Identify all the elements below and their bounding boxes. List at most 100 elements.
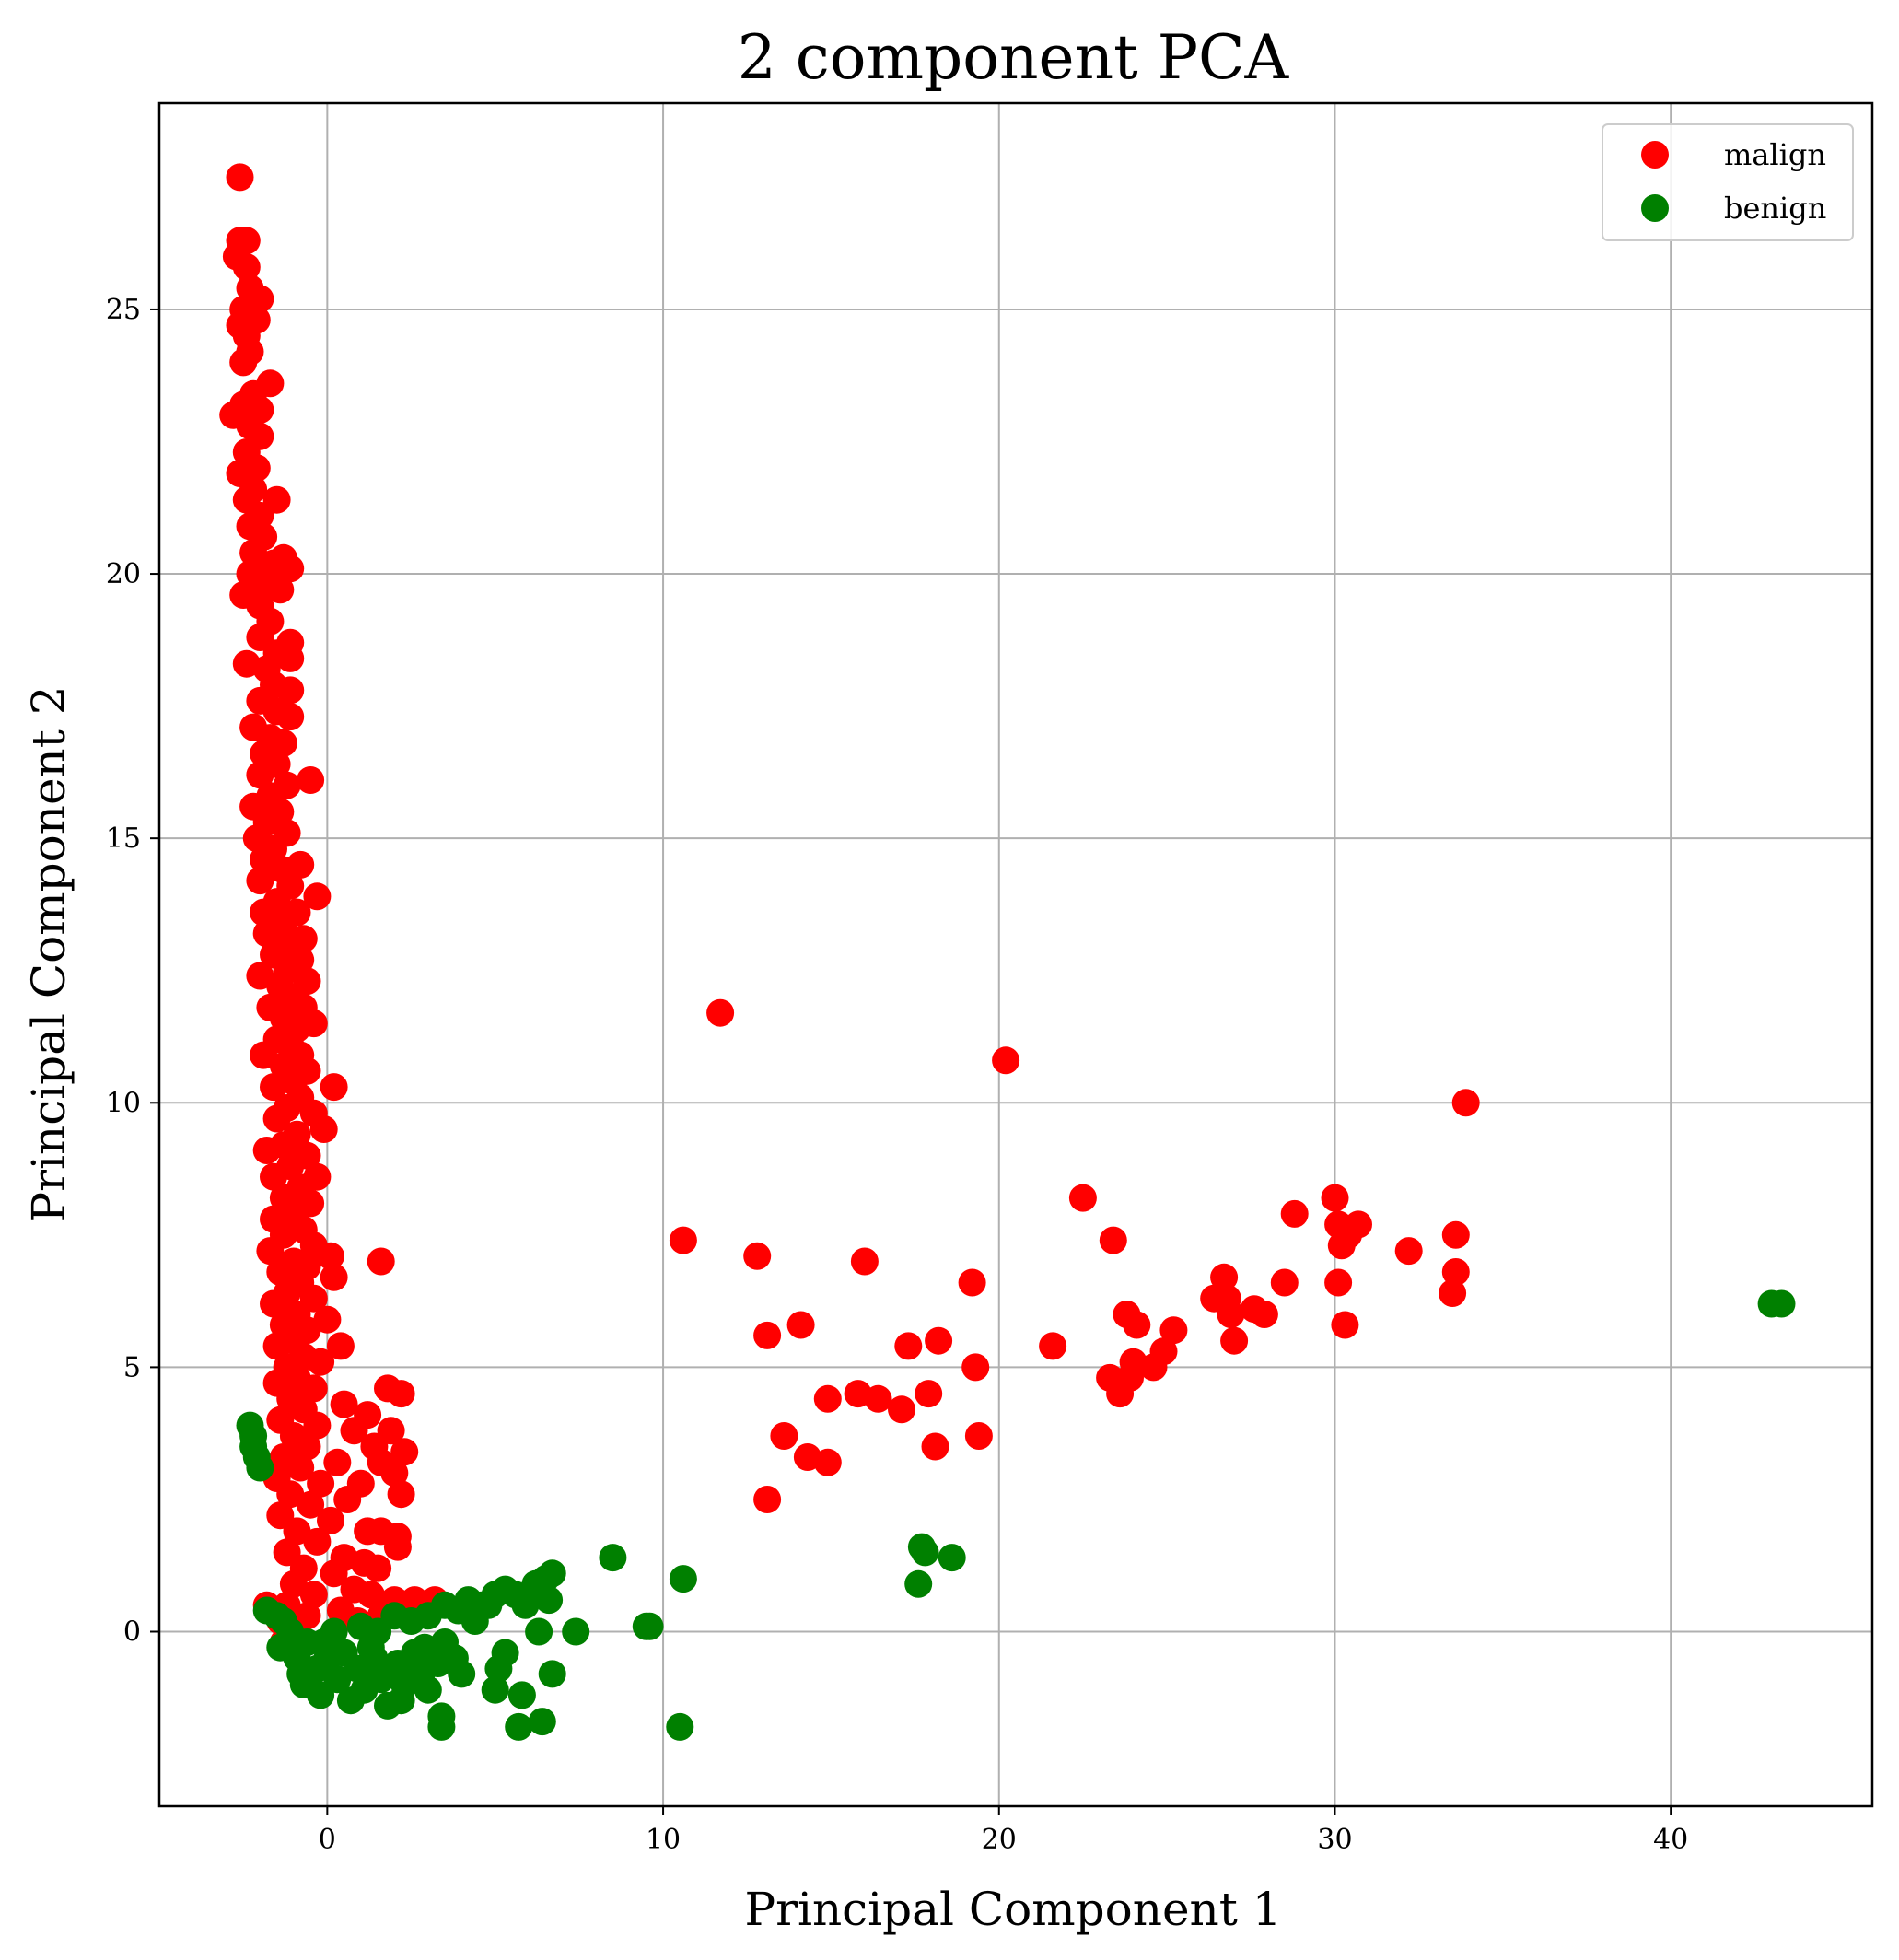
scatter-point-benign [632, 1612, 660, 1640]
scatter-point-malign [320, 1559, 348, 1588]
scatter-point-benign [448, 1660, 476, 1688]
scatter-point-malign [894, 1332, 923, 1360]
scatter-point-malign [229, 348, 258, 377]
legend: malign benign [1602, 123, 1854, 241]
scatter-point-malign [387, 1380, 415, 1408]
scatter-point-malign [1441, 1220, 1470, 1249]
scatter-point-malign [246, 867, 274, 895]
scatter-point-malign [340, 1417, 368, 1445]
scatter-point-benign [246, 1453, 274, 1482]
scatter-point-benign [599, 1544, 627, 1572]
x-tick-label: 40 [1653, 1824, 1688, 1856]
scatter-point-malign [850, 1247, 879, 1276]
scatter-point-malign [299, 1581, 328, 1609]
scatter-point-malign [320, 1073, 348, 1102]
x-tick-label: 20 [982, 1824, 1017, 1856]
scatter-point-malign [964, 1422, 993, 1450]
scatter-point-malign [309, 1115, 338, 1143]
scatter-point-malign [1439, 1279, 1467, 1307]
scatter-point-malign [256, 1237, 285, 1266]
scatter-point-malign [297, 1490, 325, 1519]
x-axis-label: Principal Component 1 [744, 1883, 1281, 1936]
scatter-point-malign [367, 1247, 395, 1276]
scatter-point-malign [669, 1226, 697, 1254]
scatter-point-benign [474, 1591, 503, 1619]
scatter-point-malign [1217, 1301, 1245, 1328]
scatter-point-malign [1331, 1311, 1359, 1339]
scatter-point-benign [525, 1617, 553, 1646]
x-tick-label: 10 [646, 1824, 681, 1856]
scatter-point-benign [669, 1565, 697, 1593]
scatter-point-malign [297, 766, 325, 794]
scatter-point-malign [813, 1384, 842, 1413]
scatter-point-malign [1280, 1199, 1309, 1228]
scatter-point-malign [1270, 1268, 1299, 1297]
scatter-point-malign [383, 1533, 412, 1561]
plot-frame [157, 101, 1874, 1808]
scatter-point-malign [364, 1554, 392, 1582]
chart-title: 2 component PCA [738, 22, 1290, 93]
scatter-point-malign [1220, 1326, 1249, 1355]
scatter-point-malign [1039, 1332, 1067, 1360]
scatter-point-malign [307, 1469, 335, 1498]
scatter-point-malign [252, 1137, 281, 1164]
scatter-point-benign [528, 1708, 556, 1736]
scatter-point-benign [1767, 1289, 1796, 1318]
legend-marker-malign [1641, 141, 1669, 169]
scatter-point-malign [1441, 1258, 1470, 1286]
scatter-point-malign [925, 1326, 953, 1355]
scatter-point-benign [356, 1633, 385, 1662]
scatter-point-benign [414, 1675, 442, 1704]
scatter-point-malign [262, 1104, 291, 1133]
grid-lines [159, 103, 1872, 1806]
scatter-point-benign [320, 1617, 348, 1646]
scatter-point-malign [276, 676, 305, 705]
scatter-point-malign [1324, 1268, 1353, 1297]
scatter-point-malign [317, 1242, 344, 1270]
scatter-point-benign [511, 1591, 540, 1619]
scatter-point-malign [320, 1263, 348, 1291]
scatter-point-benign [538, 1660, 566, 1688]
scatter-point-malign [1321, 1184, 1349, 1212]
scatter-point-benign [505, 1712, 533, 1741]
scatter-point-malign [303, 1411, 332, 1440]
scatter-point-malign [266, 576, 295, 604]
scatter-point-benign [938, 1544, 966, 1572]
scatter-point-malign [1345, 1210, 1372, 1239]
scatter-point-malign [753, 1321, 782, 1349]
scatter-point-malign [276, 703, 305, 731]
scatter-point-benign [562, 1617, 590, 1646]
axis-ticks: 0 10 20 30 40 0 5 10 15 20 25 [106, 294, 1688, 1856]
scatter-point-malign [992, 1046, 1020, 1075]
scatter-point-malign [303, 882, 332, 911]
scatter-point-benign [484, 1654, 513, 1683]
scatter-point-malign [260, 1073, 287, 1102]
series-malign [219, 163, 1480, 1656]
scatter-point-malign [770, 1422, 798, 1450]
scatter-point-benign [313, 1644, 342, 1673]
scatter-point-malign [286, 1453, 315, 1482]
y-tick-label: 10 [106, 1087, 141, 1119]
scatter-point-malign [333, 1486, 362, 1513]
y-tick-label: 25 [106, 294, 141, 326]
y-tick-label: 20 [106, 558, 141, 590]
scatter-point-malign [753, 1486, 782, 1513]
scatter-point-malign [786, 1311, 815, 1339]
scatter-point-malign [387, 1480, 415, 1509]
data-points [219, 163, 1796, 1741]
scatter-point-benign [286, 1660, 315, 1688]
scatter-point-malign [299, 1374, 328, 1403]
scatter-point-malign [1068, 1184, 1097, 1212]
scatter-point-benign [387, 1686, 415, 1715]
x-tick-label: 30 [1317, 1824, 1352, 1856]
scatter-point-malign [262, 1332, 291, 1360]
scatter-point-malign [276, 554, 305, 583]
scatter-point-malign [303, 1527, 332, 1556]
scatter-point-benign [904, 1569, 933, 1598]
scatter-point-malign [330, 1390, 358, 1418]
scatter-point-benign [411, 1633, 439, 1662]
scatter-point-malign [1210, 1263, 1239, 1291]
y-tick-label: 0 [123, 1616, 141, 1649]
legend-label-benign: benign [1724, 191, 1826, 226]
